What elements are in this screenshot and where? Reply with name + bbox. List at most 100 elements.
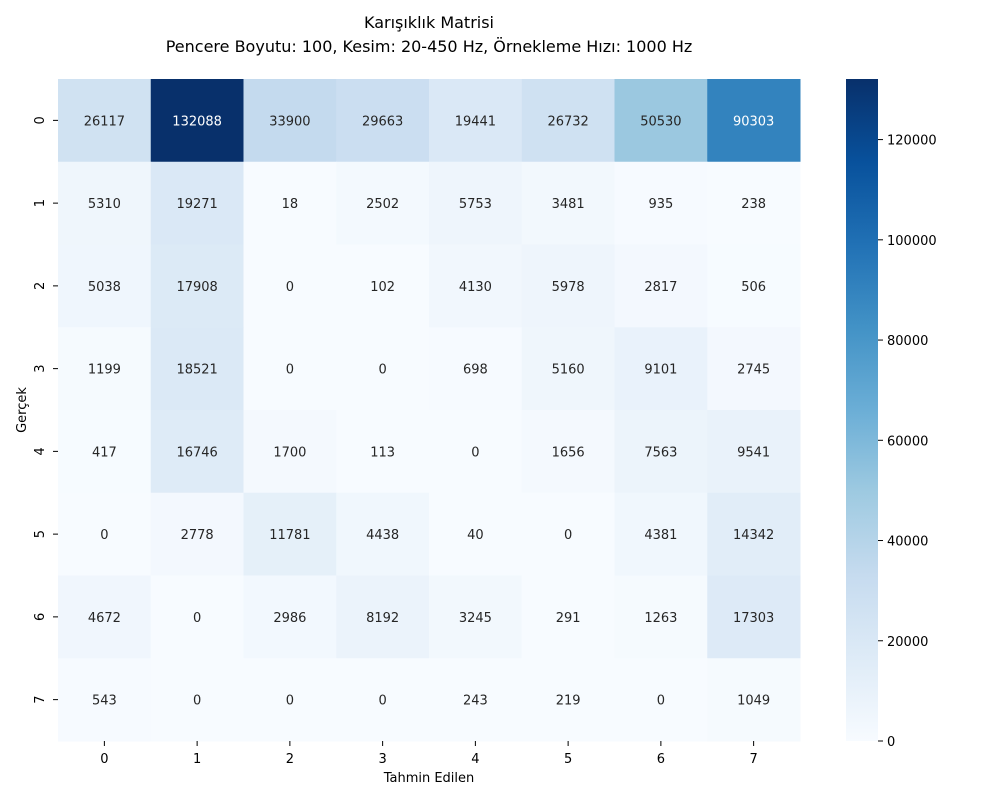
cell-value-label: 2817 <box>644 280 677 295</box>
cell-value-label: 291 <box>556 611 581 626</box>
heatmap-cell <box>707 244 801 328</box>
heatmap-cell <box>336 79 430 163</box>
heatmap-cell <box>336 658 430 742</box>
heatmap-cell <box>336 410 430 494</box>
heatmap-cell <box>521 658 615 742</box>
heatmap-cell <box>614 161 708 245</box>
y-tick-label: 7 <box>33 695 48 703</box>
cell-value-label: 132088 <box>172 114 222 129</box>
heatmap-cell <box>243 575 337 659</box>
cell-value-label: 0 <box>378 694 386 709</box>
x-tick-label: 2 <box>286 752 294 767</box>
cell-value-label: 5978 <box>552 280 585 295</box>
heatmap-cell <box>614 492 708 576</box>
cell-value-label: 0 <box>471 445 479 460</box>
chart-subtitle: Pencere Boyutu: 100, Kesim: 20-450 Hz, Ö… <box>166 37 693 56</box>
cell-value-label: 33900 <box>269 114 310 129</box>
cell-value-label: 2778 <box>181 528 214 543</box>
heatmap-cell <box>429 79 523 163</box>
heatmap-cell <box>429 575 523 659</box>
heatmap-cell <box>614 327 708 411</box>
heatmap-cell <box>707 161 801 245</box>
cell-value-label: 90303 <box>733 114 774 129</box>
chart-title: Karışıklık Matrisi <box>364 13 494 32</box>
cell-value-label: 4672 <box>88 611 121 626</box>
heatmap-cell <box>243 327 337 411</box>
heatmap-cell <box>707 492 801 576</box>
heatmap-cell <box>521 575 615 659</box>
cell-value-label: 1049 <box>737 694 770 709</box>
heatmap-cell <box>150 161 244 245</box>
heatmap-cell <box>150 492 244 576</box>
cell-value-label: 243 <box>463 694 488 709</box>
cell-value-label: 5038 <box>88 280 121 295</box>
cell-value-label: 0 <box>286 280 294 295</box>
heatmap-cell <box>521 492 615 576</box>
cell-value-label: 1700 <box>273 445 306 460</box>
cell-value-label: 1656 <box>552 445 585 460</box>
cell-value-label: 113 <box>370 445 395 460</box>
cell-value-label: 5310 <box>88 197 121 212</box>
cell-value-label: 0 <box>193 694 201 709</box>
heatmap-cell <box>58 410 152 494</box>
cell-value-label: 11781 <box>269 528 310 543</box>
heatmap-cell <box>243 244 337 328</box>
cell-value-label: 40 <box>467 528 484 543</box>
cell-value-label: 17303 <box>733 611 774 626</box>
x-tick-label: 7 <box>749 752 757 767</box>
cell-value-label: 1263 <box>644 611 677 626</box>
heatmap-cell <box>58 244 152 328</box>
heatmap-cell <box>614 244 708 328</box>
heatmap-cell <box>150 327 244 411</box>
x-axis: 0 1 2 3 4 5 6 7 <box>100 741 758 767</box>
heatmap-cell <box>521 244 615 328</box>
x-tick-label: 3 <box>378 752 386 767</box>
cell-value-label: 26117 <box>84 114 125 129</box>
cell-value-label: 4438 <box>366 528 399 543</box>
cell-value-label: 0 <box>564 528 572 543</box>
cell-value-label: 543 <box>92 694 117 709</box>
heatmap-cell <box>336 575 430 659</box>
heatmap-cell <box>707 658 801 742</box>
heatmap-cell <box>707 327 801 411</box>
heatmap-cell <box>614 658 708 742</box>
cell-value-label: 0 <box>286 694 294 709</box>
colorbar-gradient <box>846 79 878 741</box>
heatmap-cell <box>707 575 801 659</box>
x-tick-label: 0 <box>100 752 108 767</box>
heatmap-cell <box>150 79 244 163</box>
y-tick-label: 0 <box>33 116 48 124</box>
cell-value-label: 238 <box>741 197 766 212</box>
y-tick-label: 2 <box>33 282 48 290</box>
cell-value-label: 3245 <box>459 611 492 626</box>
heatmap-cell <box>707 79 801 163</box>
heatmap-cell <box>429 327 523 411</box>
heatmap-cell <box>429 244 523 328</box>
cell-value-label: 19441 <box>455 114 496 129</box>
heatmap-cell <box>243 410 337 494</box>
cell-value-label: 5753 <box>459 197 492 212</box>
x-tick-label: 1 <box>193 752 201 767</box>
y-tick-label: 6 <box>33 613 48 621</box>
cell-value-label: 19271 <box>176 197 217 212</box>
cell-value-label: 9101 <box>644 363 677 378</box>
heatmap-cell <box>58 658 152 742</box>
heatmap-cell <box>58 575 152 659</box>
cell-value-label: 0 <box>286 363 294 378</box>
heatmap-cell <box>150 410 244 494</box>
cell-value-label: 17908 <box>176 280 217 295</box>
heatmap-cell <box>429 492 523 576</box>
cell-value-label: 219 <box>556 694 581 709</box>
colorbar-tick-label: 0 <box>887 735 895 750</box>
cell-value-label: 14342 <box>733 528 774 543</box>
heatmap-cells <box>58 79 801 742</box>
cell-value-label: 2745 <box>737 363 770 378</box>
heatmap-cell <box>243 161 337 245</box>
cell-value-label: 0 <box>657 694 665 709</box>
colorbar-tick-label: 100000 <box>887 234 937 249</box>
cell-value-label: 0 <box>193 611 201 626</box>
cell-value-label: 2986 <box>273 611 306 626</box>
cell-value-label: 102 <box>370 280 395 295</box>
cell-value-label: 506 <box>741 280 766 295</box>
cell-value-label: 2502 <box>366 197 399 212</box>
